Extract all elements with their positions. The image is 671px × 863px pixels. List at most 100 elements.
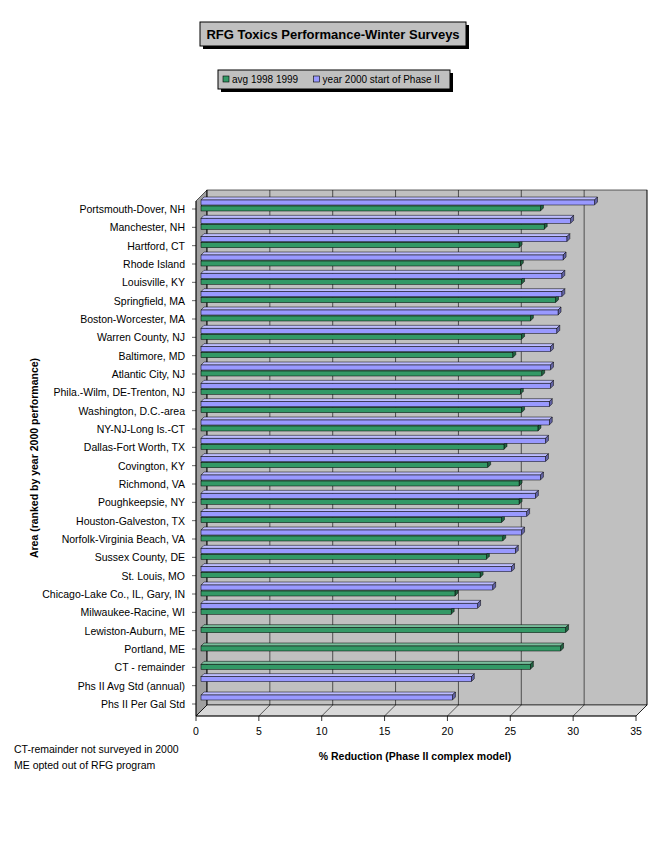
bar bbox=[201, 564, 515, 572]
bar-side bbox=[571, 215, 574, 223]
y-axis-title: Area (ranked by year 2000 performance) bbox=[28, 358, 40, 558]
category-tick bbox=[192, 704, 196, 705]
category-label: St. Louis, MO bbox=[121, 570, 185, 582]
bar-front bbox=[201, 218, 571, 223]
category-label: Boston-Worcester, MA bbox=[80, 313, 185, 325]
bar-top bbox=[201, 625, 569, 628]
bar bbox=[201, 625, 569, 633]
category-label: Hartford, CT bbox=[127, 240, 185, 252]
bar-top bbox=[201, 234, 570, 237]
bar-side bbox=[527, 509, 530, 517]
category-tick bbox=[192, 282, 196, 283]
bar-side bbox=[549, 417, 552, 425]
bar-front bbox=[201, 255, 563, 260]
category-tick bbox=[192, 484, 196, 485]
category-label: Manchester, NH bbox=[110, 221, 185, 233]
legend-label: year 2000 start of Phase II bbox=[323, 74, 440, 85]
bar-front bbox=[201, 261, 520, 266]
category-tick bbox=[192, 685, 196, 686]
bar bbox=[201, 215, 574, 223]
x-axis-line bbox=[196, 716, 636, 717]
floor-grid bbox=[196, 705, 207, 716]
category-label: Chicago-Lake Co., IL, Gary, IN bbox=[42, 588, 185, 600]
bar-side bbox=[535, 490, 538, 498]
bar-top bbox=[201, 643, 564, 646]
bar-side bbox=[562, 270, 565, 278]
bar-top bbox=[201, 472, 543, 475]
category-label: Atlantic City, NJ bbox=[112, 368, 185, 380]
bar-side bbox=[545, 454, 548, 462]
bar bbox=[201, 325, 560, 333]
category-label: Portland, ME bbox=[124, 643, 185, 655]
bar-front bbox=[201, 426, 538, 431]
bar-front bbox=[201, 628, 566, 633]
bar-front bbox=[201, 475, 540, 480]
bar-front bbox=[201, 279, 522, 284]
bar-front bbox=[201, 518, 501, 523]
floor-grid bbox=[322, 705, 333, 716]
bar bbox=[201, 600, 481, 608]
bar-top bbox=[201, 674, 474, 677]
bar bbox=[201, 289, 565, 297]
category-label: Richmond, VA bbox=[119, 478, 185, 490]
x-tick-label: 25 bbox=[504, 725, 516, 737]
x-tick bbox=[447, 716, 448, 721]
bar bbox=[201, 270, 565, 278]
category-label: Baltimore, MD bbox=[118, 350, 185, 362]
bar-front bbox=[201, 603, 478, 608]
bar bbox=[201, 197, 597, 205]
bar-top bbox=[201, 380, 553, 383]
bar bbox=[201, 380, 553, 388]
bar-side bbox=[566, 625, 569, 633]
bar-side bbox=[545, 435, 548, 443]
annotation: CT-remainder not surveyed in 2000 bbox=[14, 743, 179, 755]
bar-top bbox=[201, 435, 548, 438]
bar bbox=[201, 435, 548, 443]
bar bbox=[201, 582, 496, 590]
bar bbox=[201, 252, 566, 260]
bar-top bbox=[201, 692, 455, 695]
bar-front bbox=[201, 499, 519, 504]
bar-side bbox=[557, 325, 560, 333]
category-tick bbox=[192, 465, 196, 466]
bar-front bbox=[201, 347, 550, 352]
bar-front bbox=[201, 438, 545, 443]
bar-front bbox=[201, 481, 519, 486]
bar-front bbox=[201, 585, 493, 590]
x-tick-label: 20 bbox=[442, 725, 454, 737]
category-tick bbox=[192, 539, 196, 540]
category-label: Springfield, MA bbox=[114, 295, 185, 307]
bar-top bbox=[201, 417, 552, 420]
category-tick bbox=[192, 667, 196, 668]
bar-top bbox=[201, 362, 553, 365]
bar-front bbox=[201, 316, 530, 321]
bar-side bbox=[550, 362, 553, 370]
bar-front bbox=[201, 408, 522, 413]
category-tick bbox=[192, 447, 196, 448]
bar-top bbox=[201, 545, 518, 548]
bar-top bbox=[201, 490, 538, 493]
category-label: Dallas-Fort Worth, TX bbox=[84, 441, 185, 453]
bar-front bbox=[201, 664, 530, 669]
x-tick-label: 15 bbox=[379, 725, 391, 737]
x-tick-label: 10 bbox=[316, 725, 328, 737]
category-tick bbox=[192, 264, 196, 265]
grid-line bbox=[647, 190, 648, 705]
bar-side bbox=[471, 674, 474, 682]
floor-grid bbox=[447, 705, 458, 716]
x-tick bbox=[196, 716, 197, 721]
floor-grid bbox=[385, 705, 396, 716]
x-tick bbox=[321, 716, 322, 721]
bar-side bbox=[493, 582, 496, 590]
bar-top bbox=[201, 509, 530, 512]
bar-front bbox=[201, 402, 549, 407]
side-wall bbox=[196, 190, 207, 716]
bar-front bbox=[201, 530, 522, 535]
bar-front bbox=[201, 310, 558, 315]
category-label: Louisville, KY bbox=[122, 276, 185, 288]
title-box bbox=[200, 22, 466, 46]
category-tick bbox=[192, 337, 196, 338]
x-tick-label: 35 bbox=[630, 725, 642, 737]
bar-side bbox=[562, 289, 565, 297]
bar-front bbox=[201, 512, 527, 517]
